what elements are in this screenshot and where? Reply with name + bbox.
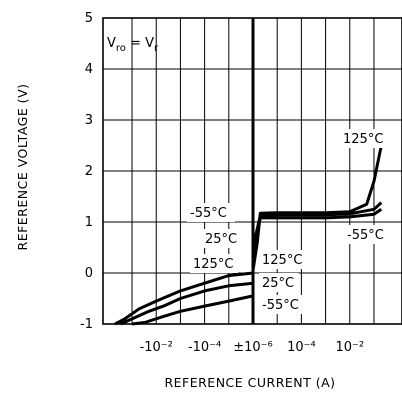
y-tick-label: 0: [85, 266, 93, 281]
y-tick-label: -1: [80, 317, 93, 332]
series-line: [119, 201, 383, 326]
annotation-bg: [344, 225, 392, 244]
series-annotation: 25°C: [205, 232, 237, 247]
x-tick-label: -10⁻²: [140, 340, 173, 355]
tick-labels: -1 0 1 2 3 4 5 -10⁻² -10⁻⁴ ±10⁻⁶ 10⁻⁴ 10⁻²: [80, 11, 364, 355]
x-axis-title: REFERENCE CURRENT (A): [164, 375, 335, 390]
y-axis-title: REFERENCE VOLTAGE (V): [15, 84, 30, 251]
annotation-bg: [259, 250, 307, 269]
annotation-bg: [202, 229, 242, 248]
series-annotation: 25°C: [262, 276, 294, 291]
series-line: [114, 145, 383, 326]
y-tick-label: 3: [85, 113, 93, 128]
y-tick-label: 2: [85, 164, 93, 179]
series-line: [131, 208, 383, 326]
annotation-bg: [340, 129, 388, 148]
x-tick-label: 10⁻²: [335, 340, 364, 355]
annotation-bg: [259, 273, 299, 292]
series-annotation: -55°C: [262, 298, 299, 313]
y-tick-label: 4: [85, 62, 93, 77]
x-tick-label: 10⁻⁴: [287, 340, 316, 355]
x-tick-label: ±10⁻⁶: [233, 340, 273, 355]
y-tick-label: 5: [85, 11, 93, 26]
series-annotation: 125°C: [262, 253, 302, 268]
series-annotation: -55°C: [190, 206, 227, 221]
series-annotations: 125°C -55°C 25°C 125°C -55°C 125°C 25°C -55°C: [187, 129, 392, 314]
annotation-bg: [259, 295, 307, 314]
annotation-bg: [187, 203, 235, 222]
y-tick-label: 1: [85, 215, 93, 230]
series-annotation: -55°C: [347, 228, 384, 243]
series-annotation: 125°C: [343, 132, 383, 147]
series-annotation: 125°C: [193, 257, 233, 272]
x-tick-label: -10⁻⁴: [188, 340, 221, 355]
vro-annotation: Vro = Vr: [107, 36, 159, 54]
annotation-bg: [190, 254, 238, 273]
series-group: [114, 145, 383, 326]
